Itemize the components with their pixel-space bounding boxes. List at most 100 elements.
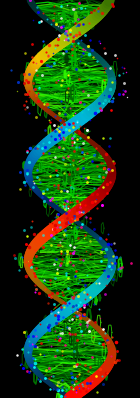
Point bbox=[69, 218, 71, 224]
Point bbox=[34, 282, 36, 288]
Point bbox=[71, 378, 73, 385]
Point bbox=[107, 272, 109, 279]
Point bbox=[57, 242, 59, 248]
Point bbox=[28, 338, 30, 344]
Point bbox=[87, 134, 90, 140]
Point bbox=[10, 67, 12, 73]
Point bbox=[53, 336, 56, 342]
Point bbox=[61, 23, 64, 29]
Point bbox=[80, 332, 83, 338]
Point bbox=[79, 201, 81, 208]
Point bbox=[65, 48, 67, 55]
Point bbox=[40, 340, 42, 346]
Point bbox=[76, 306, 78, 312]
Point bbox=[89, 37, 91, 43]
Point bbox=[44, 143, 46, 150]
Point bbox=[48, 220, 50, 226]
Point bbox=[63, 187, 66, 193]
Point bbox=[32, 355, 34, 361]
Point bbox=[73, 33, 75, 40]
Point bbox=[57, 378, 59, 385]
Point bbox=[73, 244, 75, 250]
Point bbox=[78, 31, 80, 37]
Point bbox=[82, 257, 84, 263]
Point bbox=[50, 232, 52, 238]
Point bbox=[41, 193, 43, 200]
Point bbox=[106, 337, 108, 343]
Point bbox=[78, 0, 80, 7]
Point bbox=[60, 260, 62, 267]
Point bbox=[27, 110, 30, 116]
Point bbox=[82, 207, 85, 214]
Point bbox=[91, 158, 93, 164]
Point bbox=[62, 170, 65, 176]
Point bbox=[57, 386, 59, 393]
Point bbox=[57, 333, 60, 339]
Point bbox=[62, 129, 64, 135]
Point bbox=[75, 119, 78, 126]
Point bbox=[89, 251, 91, 257]
Point bbox=[58, 31, 60, 38]
Point bbox=[113, 240, 115, 246]
Point bbox=[18, 186, 21, 192]
Point bbox=[74, 331, 77, 338]
Point bbox=[88, 317, 90, 323]
Point bbox=[56, 211, 58, 218]
Point bbox=[48, 119, 51, 126]
Point bbox=[84, 4, 86, 11]
Point bbox=[74, 375, 76, 381]
Point bbox=[104, 253, 106, 259]
Point bbox=[23, 102, 25, 109]
Point bbox=[64, 386, 67, 392]
Point bbox=[112, 2, 114, 9]
Point bbox=[76, 216, 79, 222]
Point bbox=[24, 182, 26, 189]
Point bbox=[23, 80, 25, 86]
Point bbox=[69, 250, 71, 256]
Point bbox=[57, 34, 59, 40]
Point bbox=[93, 185, 95, 191]
Point bbox=[79, 135, 81, 141]
Point bbox=[77, 234, 79, 241]
Point bbox=[84, 175, 86, 181]
Point bbox=[118, 357, 120, 363]
Point bbox=[77, 164, 80, 171]
Point bbox=[64, 299, 66, 306]
Point bbox=[91, 47, 93, 53]
Point bbox=[68, 316, 70, 323]
Point bbox=[101, 202, 103, 209]
Point bbox=[102, 184, 104, 191]
Point bbox=[110, 334, 113, 341]
Point bbox=[50, 242, 52, 248]
Point bbox=[68, 330, 70, 336]
Point bbox=[114, 247, 116, 254]
Point bbox=[86, 126, 88, 133]
Point bbox=[54, 183, 56, 190]
Point bbox=[97, 5, 100, 11]
Point bbox=[130, 260, 132, 267]
Point bbox=[71, 40, 73, 47]
Point bbox=[58, 135, 60, 141]
Point bbox=[34, 289, 36, 295]
Point bbox=[54, 127, 56, 134]
Point bbox=[67, 85, 69, 91]
Point bbox=[83, 14, 85, 20]
Point bbox=[83, 302, 85, 309]
Point bbox=[75, 210, 78, 216]
Point bbox=[102, 174, 104, 180]
Point bbox=[58, 144, 60, 150]
Point bbox=[60, 306, 62, 312]
Point bbox=[26, 171, 28, 177]
Point bbox=[70, 224, 72, 230]
Point bbox=[94, 195, 97, 202]
Point bbox=[61, 326, 63, 333]
Point bbox=[82, 384, 84, 391]
Point bbox=[40, 18, 42, 24]
Point bbox=[86, 300, 88, 307]
Point bbox=[28, 159, 30, 165]
Point bbox=[59, 334, 61, 341]
Point bbox=[74, 217, 76, 223]
Point bbox=[66, 285, 69, 292]
Point bbox=[85, 174, 88, 181]
Point bbox=[71, 331, 73, 338]
